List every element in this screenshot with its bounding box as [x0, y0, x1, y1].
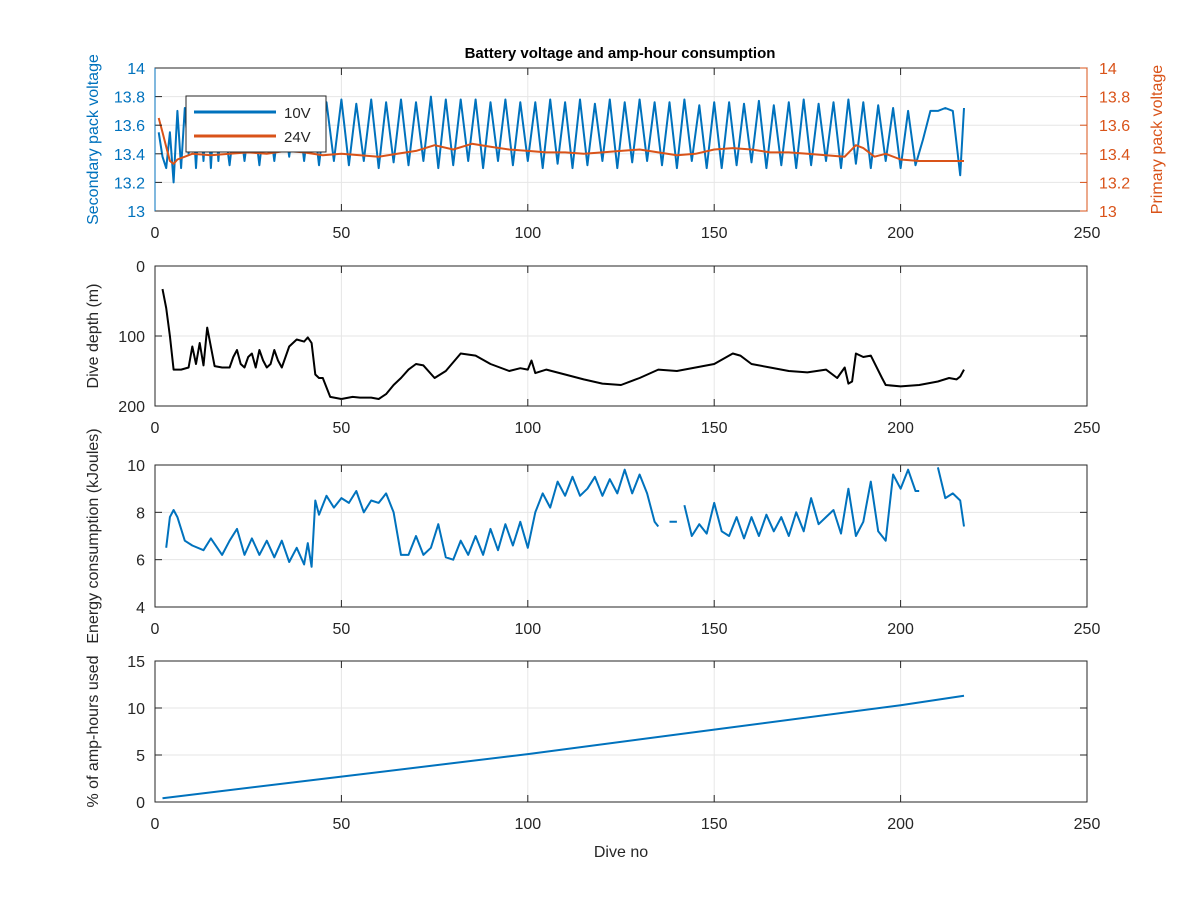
x-tick-label: 200: [887, 816, 914, 833]
series-line-2: [161, 288, 965, 400]
x-axis-label: Dive no: [594, 844, 648, 861]
y-tick-label: 0: [136, 259, 145, 276]
y-tick-label: 13.8: [114, 90, 145, 107]
y-tick-label: 5: [136, 748, 145, 765]
legend-label: 24V: [284, 129, 311, 146]
x-tick-label: 50: [333, 420, 351, 437]
y-tick-label: 13.4: [114, 147, 145, 164]
y-tick-label: 13.6: [114, 118, 145, 135]
series-line-3: [165, 467, 965, 568]
y-tick-label: 0: [136, 795, 145, 812]
x-tick-label: 250: [1074, 621, 1101, 638]
y-axis-label: Energy consumption (kJoules): [85, 428, 102, 643]
y-right-tick-label: 13.2: [1099, 175, 1130, 192]
y-tick-label: 10: [127, 458, 145, 475]
y-tick-label: 13: [127, 204, 145, 221]
y-tick-label: 14: [127, 61, 145, 78]
x-tick-label: 0: [151, 225, 160, 242]
x-tick-label: 0: [151, 621, 160, 638]
x-tick-label: 150: [701, 621, 728, 638]
y-right-tick-label: 13: [1099, 204, 1117, 221]
x-tick-label: 200: [887, 225, 914, 242]
x-tick-label: 100: [514, 621, 541, 638]
y-axis-label: Secondary pack voltage: [85, 54, 102, 225]
axes-box: [154, 464, 1088, 608]
x-tick-label: 0: [151, 420, 160, 437]
y-right-tick-label: 13.8: [1099, 90, 1130, 107]
series-line-24v: [157, 117, 964, 165]
y-right-tick-label: 13.4: [1099, 147, 1130, 164]
x-tick-label: 200: [887, 621, 914, 638]
y-axis-label: Dive depth (m): [85, 284, 102, 389]
y-tick-label: 100: [118, 329, 145, 346]
chart-title: Battery voltage and amp-hour consumption: [465, 45, 776, 62]
y-tick-label: 15: [127, 654, 145, 671]
subplot-1: 0 50 100 150 200 250 13 13.2 13.4 13.6 13.8 14 13 13.…: [85, 54, 1166, 242]
subplot-4: 0 50 100 150 200 250 0 5 10 15 % of amp-hours used…: [85, 654, 1100, 861]
series-line-4: [162, 694, 965, 800]
x-tick-label: 150: [701, 225, 728, 242]
subplot-3: 0 50 100 150 200 250 4 6 8 10 Energy consumption (…: [85, 428, 1100, 643]
x-tick-label: 0: [151, 816, 160, 833]
x-tick-label: 100: [514, 225, 541, 242]
subplot-2: 0 50 100 150 200 250 0 100 200 Dive depth (m): [85, 259, 1100, 437]
x-tick-label: 100: [514, 816, 541, 833]
x-tick-label: 200: [887, 420, 914, 437]
y-axis-label: % of amp-hours used: [85, 655, 102, 807]
x-tick-label: 250: [1074, 816, 1101, 833]
y-tick-label: 10: [127, 701, 145, 718]
x-tick-label: 50: [333, 621, 351, 638]
legend-box: [185, 95, 327, 153]
x-tick-label: 50: [333, 225, 351, 242]
x-tick-label: 100: [514, 420, 541, 437]
x-tick-label: 150: [701, 420, 728, 437]
y-tick-label: 4: [136, 600, 145, 617]
axes-box: [154, 660, 1088, 803]
legend-label: 10V: [284, 105, 311, 122]
x-tick-label: 150: [701, 816, 728, 833]
y-tick-label: 200: [118, 399, 145, 416]
y-right-tick-label: 14: [1099, 61, 1117, 78]
y-tick-label: 13.2: [114, 175, 145, 192]
y-tick-label: 8: [136, 505, 145, 522]
x-tick-label: 250: [1074, 225, 1101, 242]
x-tick-label: 50: [333, 816, 351, 833]
x-tick-label: 250: [1074, 420, 1101, 437]
y-right-tick-label: 13.6: [1099, 118, 1130, 135]
y-right-axis-label: Primary pack voltage: [1149, 65, 1166, 214]
y-tick-label: 6: [136, 553, 145, 570]
